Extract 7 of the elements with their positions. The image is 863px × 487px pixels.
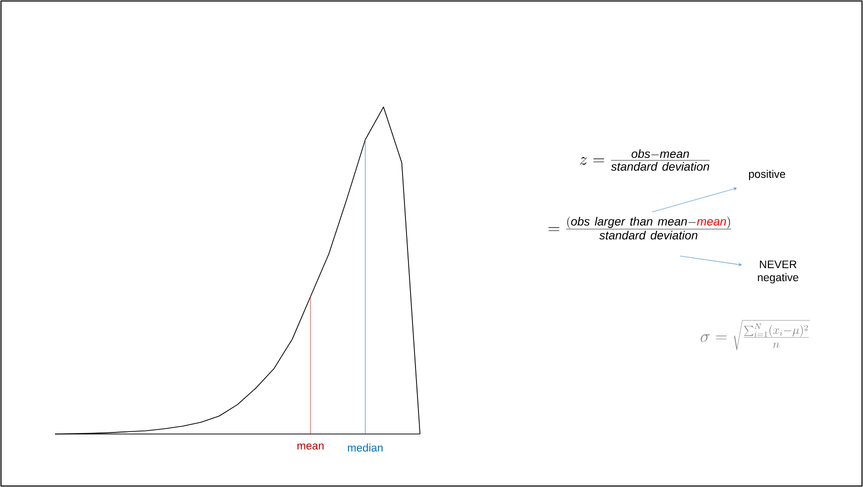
text: mean	[297, 444, 324, 450]
text: NEVER negative	[758, 260, 798, 284]
text: $\sigma=\sqrt{\frac{\sum_{i=1}^{N}(x_i-\mu)^2}{n}}$	[700, 320, 810, 350]
text: $=\frac{(\mathit{obs\ larger\ than\ mean}-\textcolor{red}{\mathit{mean}})}{\mathit{standard\ deviation}}$	[548, 216, 732, 240]
text: positive	[749, 170, 786, 180]
text: median	[348, 444, 383, 452]
text: $z=\frac{\mathit{obs}-\mathit{mean}}{\mathit{standard\ deviation}}$	[580, 149, 710, 171]
